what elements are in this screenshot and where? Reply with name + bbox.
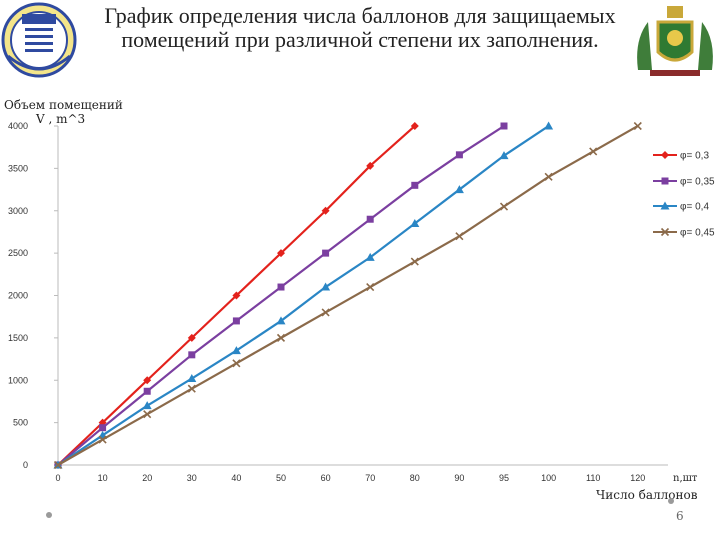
point-marker <box>500 122 508 130</box>
series-1 <box>54 122 508 469</box>
point-marker <box>321 282 331 291</box>
point-marker <box>455 232 464 241</box>
x-tick-label: 10 <box>98 473 108 483</box>
point-marker <box>277 283 285 291</box>
point-marker <box>661 177 669 185</box>
chart-axes: 0 500 1000 1500 2000 2500 3000 3500 4000 0 10 20 30 4… <box>8 121 668 483</box>
point-marker <box>277 249 285 258</box>
point-marker <box>187 384 196 393</box>
bullet-right <box>668 498 674 504</box>
point-marker <box>499 202 509 211</box>
series-line <box>57 125 639 466</box>
x-tick-label: 70 <box>365 473 375 483</box>
point-marker <box>661 151 669 159</box>
point-marker <box>322 249 330 257</box>
point-marker <box>187 333 196 342</box>
point-marker <box>142 401 152 410</box>
point-marker <box>187 374 197 383</box>
point-marker <box>411 181 419 189</box>
point-marker <box>276 316 286 325</box>
x-tick-label: 110 <box>586 473 600 483</box>
y-tick-label: 1500 <box>8 333 28 343</box>
point-marker <box>660 227 670 237</box>
y-tick-label: 4000 <box>8 121 28 131</box>
point-marker <box>188 351 196 359</box>
point-marker <box>499 151 509 160</box>
y-tick-label: 500 <box>13 418 28 428</box>
point-marker <box>410 218 420 227</box>
point-marker <box>232 359 241 368</box>
x-tick-label: 40 <box>231 473 241 483</box>
point-marker <box>589 147 598 156</box>
series-0 <box>54 122 419 469</box>
point-marker <box>53 460 63 470</box>
point-marker <box>143 387 151 395</box>
point-marker <box>544 121 554 130</box>
point-marker <box>276 333 286 342</box>
point-marker <box>455 151 463 159</box>
series-line <box>57 125 550 466</box>
point-marker <box>143 410 152 419</box>
y-axis-title-line1: Объем помещений <box>4 98 123 112</box>
page-number: 6 <box>676 509 684 523</box>
series-2 <box>53 121 554 469</box>
legend-item: φ= 0,45 <box>653 228 715 239</box>
university-logo-left <box>1 2 77 78</box>
x-tick-label: 120 <box>630 473 645 483</box>
legend-label: φ= 0,4 <box>680 202 709 213</box>
point-marker <box>544 172 553 181</box>
point-marker <box>366 161 375 170</box>
point-marker <box>410 257 419 266</box>
point-marker <box>232 291 241 300</box>
point-marker <box>366 282 375 292</box>
series-3 <box>53 121 642 470</box>
coat-of-arms-right <box>637 6 713 76</box>
x-tick-label: 80 <box>410 473 420 483</box>
legend-label: φ= 0,45 <box>680 228 715 239</box>
point-marker <box>321 206 330 215</box>
x-axis-unit: n,шт <box>673 473 698 484</box>
point-marker <box>410 122 419 130</box>
x-tick-label: 50 <box>276 473 286 483</box>
point-marker <box>365 252 375 261</box>
slide-title: График определения числа баллонов для за… <box>104 3 616 52</box>
x-tick-label: 60 <box>321 473 331 483</box>
legend-item: φ= 0,3 <box>653 151 709 162</box>
legend-label: φ= 0,3 <box>680 151 709 162</box>
y-axis-title-line2: V , m^3 <box>36 112 86 126</box>
point-marker <box>232 317 240 325</box>
series-layer <box>53 121 642 470</box>
point-marker <box>98 435 107 444</box>
x-tick-label: 20 <box>142 473 152 483</box>
y-tick-label: 0 <box>23 460 28 470</box>
bullet-left <box>46 512 52 518</box>
point-marker <box>633 121 642 131</box>
y-axis-title: Объем помещений V , m^3 <box>4 98 123 126</box>
point-marker <box>660 201 670 210</box>
legend-item: φ= 0,4 <box>653 201 709 213</box>
y-tick-label: 2000 <box>8 291 28 301</box>
legend-item: φ= 0,35 <box>653 177 715 188</box>
point-marker <box>366 215 374 223</box>
x-tick-label: 95 <box>499 473 509 483</box>
y-tick-label: 1000 <box>8 375 28 385</box>
point-marker <box>321 308 330 317</box>
x-tick-label: 100 <box>541 473 556 483</box>
x-tick-label: 0 <box>55 473 60 483</box>
point-marker <box>99 424 107 432</box>
y-tick-label: 3000 <box>8 206 28 216</box>
y-tick-label: 3500 <box>8 163 28 173</box>
series-line <box>57 125 505 466</box>
point-marker <box>143 376 152 385</box>
point-marker <box>454 185 464 194</box>
x-tick-label: 90 <box>454 473 464 483</box>
point-marker <box>231 346 241 355</box>
legend-label: φ= 0,35 <box>680 177 715 188</box>
legend: φ= 0,3 φ= 0,35 φ= 0,4 φ= 0,45 <box>653 151 715 239</box>
x-tick-label: 30 <box>187 473 197 483</box>
y-tick-label: 2500 <box>8 248 28 258</box>
x-axis-title: Число баллонов <box>596 488 698 502</box>
